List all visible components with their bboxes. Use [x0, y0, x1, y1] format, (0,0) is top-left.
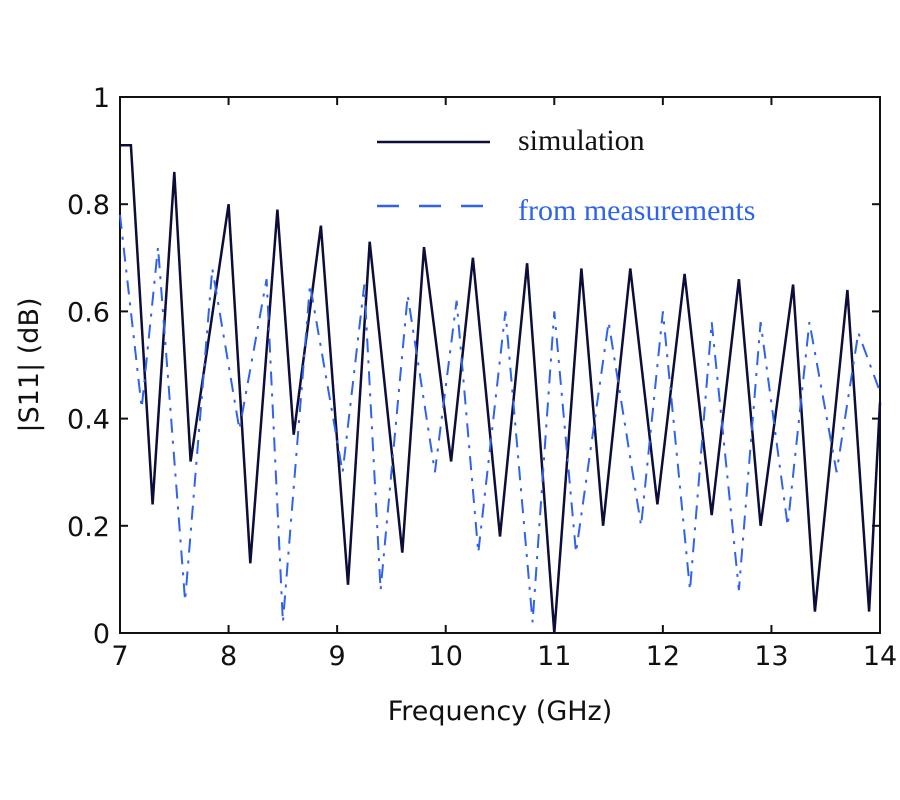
x-tick-label: 13	[754, 641, 788, 672]
x-tick-label: 9	[329, 641, 346, 672]
x-tick-label: 10	[429, 641, 463, 672]
legend: simulation from measurements	[377, 124, 755, 227]
x-tick-label: 11	[537, 641, 571, 672]
x-tick-label: 14	[863, 641, 897, 672]
legend-label-simulation: simulation	[518, 124, 645, 157]
y-tick-label: 0	[93, 619, 110, 650]
y-tick-label: 0.6	[67, 297, 110, 328]
y-tick-label: 1	[93, 83, 110, 114]
series-line-simulation	[120, 143, 882, 634]
x-tick-label: 7	[111, 641, 128, 672]
x-axis-label: Frequency (GHz)	[388, 696, 613, 727]
x-tick-label: 8	[220, 641, 237, 672]
y-tick-label: 0.2	[67, 512, 110, 543]
y-tick-label: 0.4	[67, 405, 110, 436]
legend-label-measurements: from measurements	[518, 194, 755, 227]
series-line-measurements	[119, 214, 881, 623]
x-tick-label: 12	[646, 641, 680, 672]
y-tick-label: 0.8	[67, 190, 110, 221]
y-axis-label: |S11| (dB)	[14, 298, 45, 433]
plot-frame	[119, 96, 881, 634]
